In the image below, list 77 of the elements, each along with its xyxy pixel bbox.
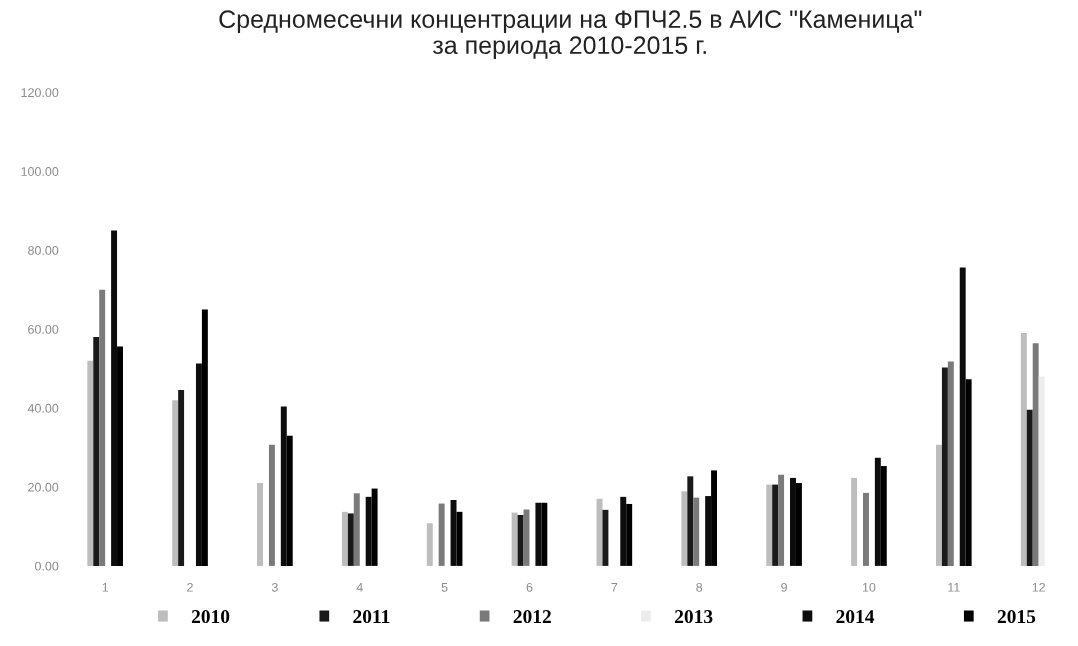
- legend-label: 2015: [997, 610, 1036, 624]
- bar: [790, 477, 796, 566]
- legend-label: 2012: [513, 610, 551, 624]
- bar: [705, 496, 712, 566]
- bar: [620, 496, 627, 566]
- bar: [851, 477, 858, 566]
- bar: [93, 337, 100, 566]
- bar: [602, 509, 609, 566]
- bar: [947, 361, 954, 566]
- y-tick-label: 20.00: [28, 482, 59, 492]
- y-tick-label: 120.00: [21, 88, 59, 98]
- bar: [535, 502, 542, 566]
- bar: [1020, 333, 1027, 566]
- bar: [365, 496, 372, 566]
- x-tick-label: 10: [862, 582, 876, 592]
- bar: [353, 493, 360, 566]
- bar: [111, 230, 118, 566]
- bar: [541, 502, 548, 566]
- bar: [874, 457, 881, 566]
- bar: [87, 360, 94, 566]
- bar: [778, 474, 785, 566]
- bar: [280, 406, 287, 566]
- bar: [795, 483, 802, 566]
- x-tick-label: 9: [781, 582, 787, 592]
- legend-label: 2011: [353, 610, 390, 624]
- bar: [99, 289, 106, 566]
- bar: [1038, 376, 1045, 566]
- y-tick-label: 100.00: [21, 167, 59, 176]
- bar: [347, 513, 354, 566]
- bar: [426, 523, 433, 566]
- bar: [341, 511, 348, 566]
- y-tick-label: 60.00: [28, 324, 59, 334]
- bar: [863, 492, 869, 566]
- x-tick-label: 12: [1032, 582, 1045, 592]
- bar: [371, 488, 378, 566]
- y-tick-label: 40.00: [27, 403, 59, 413]
- legend-label: 2014: [836, 610, 875, 624]
- bar: [935, 444, 942, 566]
- x-tick-label: 5: [441, 583, 448, 592]
- bar: [965, 379, 972, 566]
- x-tick-label: 11: [948, 583, 960, 592]
- bar: [1026, 409, 1033, 566]
- bar: [880, 466, 887, 566]
- bar: [117, 346, 123, 566]
- bar: [681, 491, 688, 566]
- bar: [286, 435, 293, 566]
- x-tick-label: 2: [187, 582, 193, 592]
- x-tick-label: 4: [356, 583, 363, 592]
- bar: [766, 484, 773, 566]
- bar: [511, 512, 518, 566]
- bar: [517, 514, 524, 566]
- bar: [711, 470, 718, 566]
- bar: [693, 497, 700, 566]
- bar: [941, 367, 948, 566]
- y-tick-label: 0.00: [34, 561, 59, 571]
- bar: [438, 503, 445, 566]
- legend-label: 2013: [675, 610, 713, 624]
- bar: [195, 363, 202, 566]
- bar: [626, 503, 633, 566]
- bar: [687, 476, 694, 566]
- bar: [201, 309, 208, 566]
- x-tick-label: 6: [526, 582, 533, 592]
- x-tick-label: 8: [696, 582, 703, 592]
- bar: [268, 444, 275, 566]
- x-tick-label: 3: [271, 582, 278, 592]
- chart-title: Средномесечни концентрации на ФПЧ2.5 в АИС "Каменица" за периода 2010-2015 г.: [219, 10, 922, 60]
- bar: [1032, 343, 1039, 566]
- bar: [772, 484, 779, 566]
- bar: [456, 511, 463, 566]
- bar: [257, 483, 264, 566]
- y-tick-label: 80.00: [28, 246, 59, 255]
- bar: [959, 267, 966, 566]
- x-tick-label: 7: [611, 583, 618, 592]
- legend-label: 2010: [191, 610, 230, 624]
- bar: [172, 400, 179, 566]
- bar: [178, 389, 185, 566]
- x-tick-label: 1: [102, 583, 109, 592]
